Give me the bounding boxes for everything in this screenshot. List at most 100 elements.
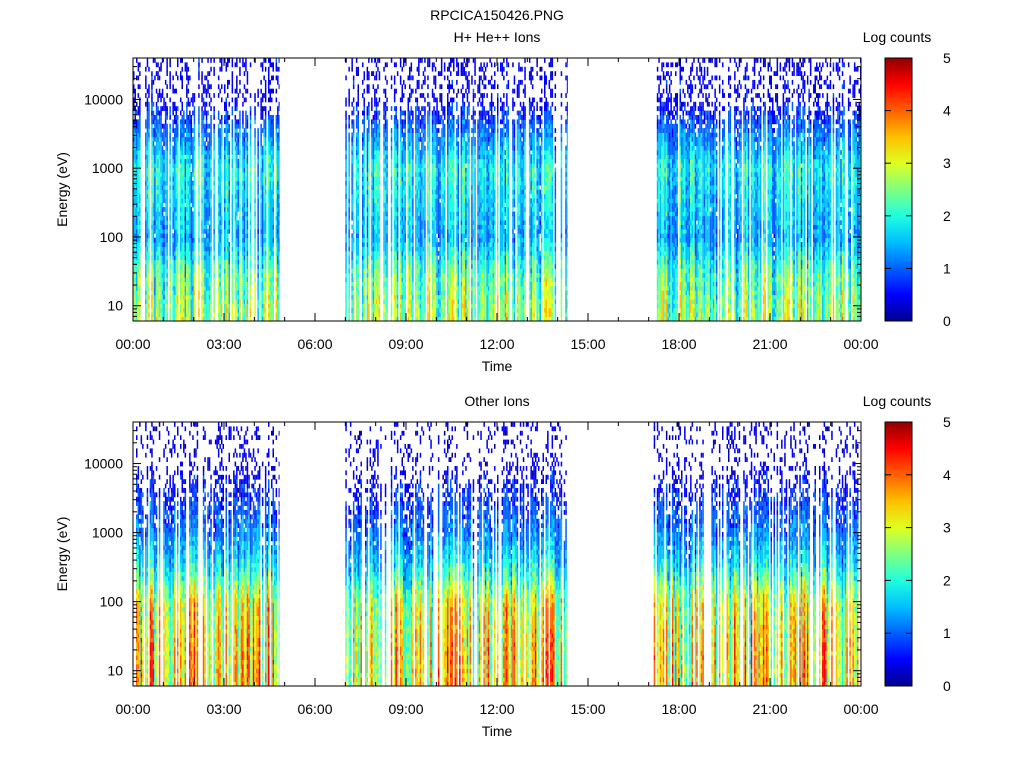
spectrogram-cell <box>204 198 206 203</box>
spectrogram-cell <box>213 146 215 151</box>
spectrogram-cell <box>162 181 164 186</box>
spectrogram-cell <box>221 163 223 168</box>
spectrogram-cell <box>395 247 397 252</box>
spectrogram-cell <box>385 203 387 208</box>
spectrogram-cell <box>397 128 399 133</box>
spectrogram-cell <box>238 124 240 129</box>
spectrogram-cell <box>198 255 200 260</box>
spectrogram-cell <box>156 299 158 304</box>
spectrogram-cell <box>273 277 275 282</box>
spectrogram-cell <box>232 220 234 225</box>
spectrogram-cell <box>224 225 226 230</box>
spectrogram-cell <box>345 251 347 256</box>
spectrogram-cell <box>368 198 370 203</box>
spectrogram-cell <box>182 58 184 63</box>
spectrogram-cell <box>213 238 215 243</box>
spectrogram-cell <box>279 128 280 133</box>
spectrogram-cell <box>395 304 397 309</box>
spectrogram-cell <box>189 203 191 208</box>
spectrogram-cell <box>207 84 209 89</box>
spectrogram-cell <box>219 282 221 287</box>
spectrogram-cell <box>367 233 369 238</box>
spectrogram-cell <box>174 172 176 177</box>
spectrogram-cell <box>177 128 179 133</box>
spectrogram-cell <box>395 89 397 94</box>
spectrogram-cell <box>166 58 168 63</box>
spectrogram-cell <box>373 268 375 273</box>
spectrogram-cell <box>379 242 381 247</box>
spectrogram-cell <box>383 133 385 138</box>
spectrogram-cell <box>395 124 397 129</box>
spectrogram-cell <box>397 220 399 225</box>
spectrogram-cell <box>160 282 162 287</box>
spectrogram-cell <box>377 124 379 129</box>
spectrogram-cell <box>262 207 264 212</box>
spectrogram-cell <box>194 216 196 221</box>
spectrogram-cell <box>218 115 220 120</box>
spectrogram-cell <box>219 67 221 72</box>
spectrogram-cell <box>348 247 350 252</box>
spectrogram-cell <box>364 133 366 138</box>
spectrogram-cell <box>145 295 147 300</box>
spectrogram-cell <box>201 176 203 181</box>
spectrogram-cell <box>185 194 187 199</box>
spectrogram-cell <box>210 242 212 247</box>
spectrogram-cell <box>224 190 226 195</box>
spectrogram-cell <box>242 273 244 278</box>
spectrogram-cell <box>209 168 211 173</box>
spectrogram-cell <box>386 141 388 146</box>
spectrogram-cell <box>279 198 280 203</box>
spectrogram-cell <box>238 137 240 142</box>
spectrogram-cell <box>395 211 397 216</box>
spectrogram-cell <box>172 203 174 208</box>
spectrogram-cell <box>163 159 165 164</box>
spectrogram-cell <box>400 233 402 238</box>
spectrogram-cell <box>218 312 220 317</box>
spectrogram-cell <box>210 295 212 300</box>
spectrogram-cell <box>172 119 174 124</box>
spectrogram-cell <box>391 190 393 195</box>
spectrogram-cell <box>151 286 153 291</box>
spectrogram-cell <box>367 211 369 216</box>
spectrogram-cell <box>368 290 370 295</box>
spectrogram-cell <box>250 111 252 116</box>
spectrogram-cell <box>201 185 203 190</box>
spectrogram-cell <box>169 299 171 304</box>
spectrogram-cell <box>166 242 168 247</box>
spectrogram-cell <box>191 286 193 291</box>
spectrogram-cell <box>367 128 369 133</box>
spectrogram-cell <box>226 198 228 203</box>
spectrogram-cell <box>236 124 238 129</box>
spectrogram-cell <box>203 238 205 243</box>
spectrogram-cell <box>159 133 161 138</box>
spectrogram-cell <box>227 119 229 124</box>
spectrogram-cell <box>273 220 275 225</box>
spectrogram-cell <box>136 141 138 146</box>
spectrogram-cell <box>265 198 267 203</box>
spectrogram-cell <box>163 168 165 173</box>
spectrogram-cell <box>276 89 278 94</box>
spectrogram-cell <box>364 238 366 243</box>
spectrogram-cell <box>265 264 267 269</box>
spectrogram-cell <box>257 273 259 278</box>
spectrogram-cell <box>238 198 240 203</box>
spectrogram-cell <box>394 159 396 164</box>
spectrogram-cell <box>189 181 191 186</box>
spectrogram-cell <box>236 225 238 230</box>
spectrogram-cell <box>147 282 149 287</box>
spectrogram-cell <box>191 172 193 177</box>
spectrogram-cell <box>151 115 153 120</box>
spectrogram-cell <box>156 277 158 282</box>
spectrogram-cell <box>402 233 404 238</box>
spectrogram-cell <box>395 168 397 173</box>
spectrogram-cell <box>182 242 184 247</box>
spectrogram-cell <box>265 128 267 133</box>
spectrogram-cell <box>172 207 174 212</box>
spectrogram-cell <box>263 286 265 291</box>
spectrogram-cell <box>136 203 138 208</box>
spectrogram-cell <box>186 146 188 151</box>
spectrogram-cell <box>213 58 215 63</box>
spectrogram-cell <box>136 154 138 159</box>
spectrogram-cell <box>194 203 196 208</box>
spectrogram-cell <box>176 137 178 142</box>
